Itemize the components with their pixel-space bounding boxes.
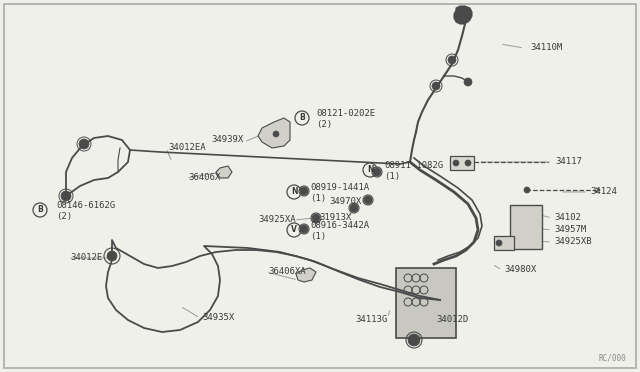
Bar	[494, 236, 514, 250]
Text: 34102: 34102	[554, 214, 581, 222]
Circle shape	[432, 82, 440, 90]
Text: B: B	[37, 205, 43, 215]
Text: N: N	[291, 187, 297, 196]
Bar	[396, 268, 456, 338]
Text: 08919-1441A: 08919-1441A	[310, 183, 369, 192]
Text: V: V	[291, 225, 297, 234]
Circle shape	[350, 204, 358, 212]
Text: 36406XA: 36406XA	[268, 267, 306, 276]
Text: 34110M: 34110M	[530, 44, 563, 52]
Text: 34939X: 34939X	[212, 135, 244, 144]
Circle shape	[107, 251, 117, 261]
Circle shape	[312, 214, 320, 222]
Circle shape	[448, 56, 456, 64]
Text: 34980X: 34980X	[504, 266, 536, 275]
Text: 34113G: 34113G	[356, 315, 388, 324]
Circle shape	[453, 160, 459, 166]
Circle shape	[79, 139, 89, 149]
Text: (1): (1)	[310, 193, 326, 202]
Text: N: N	[367, 166, 373, 174]
Text: RC/000: RC/000	[598, 353, 626, 362]
Text: 34925XB: 34925XB	[554, 237, 591, 247]
Circle shape	[364, 196, 372, 204]
Text: 34925XA: 34925XA	[259, 215, 296, 224]
Polygon shape	[296, 268, 316, 282]
Bar	[510, 205, 542, 249]
Text: (2): (2)	[316, 119, 332, 128]
Text: (2): (2)	[56, 212, 72, 221]
Text: 08911-1082G: 08911-1082G	[384, 161, 443, 170]
Text: 36406X: 36406X	[188, 173, 220, 183]
Circle shape	[61, 191, 71, 201]
Text: B: B	[299, 113, 305, 122]
Circle shape	[408, 334, 420, 346]
Circle shape	[273, 131, 279, 137]
Text: 34935X: 34935X	[202, 314, 234, 323]
Circle shape	[465, 160, 471, 166]
Text: 34970X: 34970X	[330, 198, 362, 206]
Circle shape	[464, 78, 472, 86]
Text: 34012EA: 34012EA	[168, 144, 205, 153]
Circle shape	[496, 240, 502, 246]
Text: (1): (1)	[310, 231, 326, 241]
Text: 34117: 34117	[555, 157, 582, 167]
Circle shape	[300, 225, 308, 233]
Text: 31913X: 31913X	[320, 214, 352, 222]
Text: 34124: 34124	[590, 187, 617, 196]
Circle shape	[300, 187, 308, 195]
Circle shape	[373, 168, 381, 176]
Bar	[450, 156, 474, 170]
Circle shape	[524, 187, 530, 193]
Text: (1): (1)	[384, 171, 400, 180]
Polygon shape	[216, 166, 232, 178]
Text: 34957M: 34957M	[554, 225, 586, 234]
Text: 34012E: 34012E	[70, 253, 102, 263]
Polygon shape	[258, 118, 290, 148]
Text: 34012D: 34012D	[436, 315, 468, 324]
Text: 08146-6162G: 08146-6162G	[56, 202, 115, 211]
Text: 08121-0202E: 08121-0202E	[316, 109, 375, 119]
Polygon shape	[454, 6, 472, 24]
Text: 08916-3442A: 08916-3442A	[310, 221, 369, 231]
